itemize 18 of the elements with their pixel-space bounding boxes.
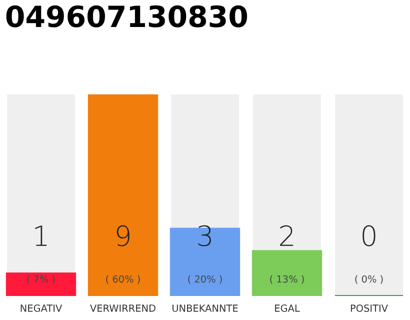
x-tick-label: EGAL [275, 304, 300, 312]
data-label: 9 [116, 225, 130, 246]
x-tick-label: VERWIRREND [90, 304, 156, 312]
annotation: ( 20% ) [188, 275, 222, 284]
annotation: ( 60% ) [106, 275, 140, 284]
annotation: ( 7% ) [27, 275, 55, 284]
x-tick-label: POSITIV [350, 304, 388, 312]
data-label: 3 [198, 225, 211, 246]
chart-title: 049607130830 [6, 5, 248, 28]
x-tick-label: UNBEKANNTE [172, 304, 238, 312]
data-label: 0 [362, 225, 376, 246]
annotation: ( 0% ) [355, 275, 383, 284]
bar [6, 272, 76, 296]
bar [252, 250, 322, 296]
data-label: 2 [280, 225, 294, 246]
x-tick-label: NEGATIV [20, 304, 62, 312]
annotation: ( 13% ) [270, 275, 304, 284]
data-label: 1 [35, 226, 47, 246]
